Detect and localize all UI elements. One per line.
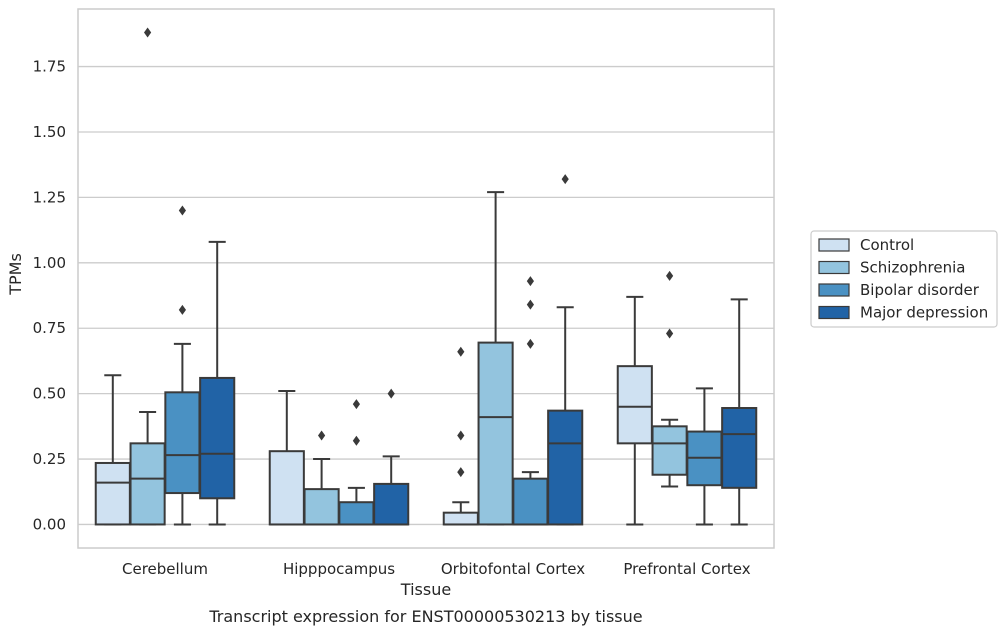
outlier-point [178,304,186,315]
y-axis-ticks: 0.00 0.25 0.50 0.75 1.00 1.25 1.50 1.75 [33,58,66,534]
chart-caption: Transcript expression for ENST0000053021… [208,607,642,626]
outlier-point [178,205,186,216]
x-tick-label: Hipppocampus [283,560,395,578]
outlier-point [457,346,465,357]
outlier-point [526,276,534,287]
box-body [338,501,375,526]
legend: Control Schizophrenia Bipolar disorder Majo… [810,230,998,328]
box-body [373,482,410,526]
outlier-point [457,467,465,478]
outlier-point [526,299,534,310]
y-tick-label: 1.75 [33,58,66,76]
box-body [442,511,479,526]
box-body [303,488,340,526]
box-body [616,365,653,445]
plot-border [77,8,775,549]
legend-frame [810,230,998,328]
x-tick-label: Prefrontal Cortex [623,560,750,578]
box-control [616,295,653,526]
box-body [268,450,305,526]
box-body [721,407,758,489]
box-control [94,374,131,526]
legend-label: Schizophrenia [860,259,965,277]
y-tick-label: 0.25 [33,450,66,468]
box-control [442,346,479,526]
box-body [94,461,131,526]
legend-swatch [818,238,850,252]
box-major-depression [373,388,410,526]
box-body [129,442,166,526]
outlier-point [387,388,395,399]
box-body [547,409,584,526]
box-bipolar-disorder [338,399,375,526]
box-series [94,27,758,526]
box-body [199,376,236,500]
box-bipolar-disorder [164,205,201,526]
x-axis-ticks: Cerebellum Hipppocampus Orbitofontal Corte… [122,560,751,578]
x-axis-label: Tissue [400,580,451,599]
outlier-point [144,27,152,38]
box-body [512,477,549,526]
outlier-point [352,435,360,446]
legend-label: Control [860,236,914,254]
legend-label: Bipolar disorder [860,281,980,299]
x-tick-label: Cerebellum [122,560,208,578]
y-tick-label: 1.50 [33,123,66,141]
box-schizophrenia [477,191,514,526]
plot-frame [77,8,775,549]
y-tick-label: 1.25 [33,188,66,206]
y-tick-label: 0.75 [33,319,66,337]
box-bipolar-disorder [512,276,549,526]
outlier-point [457,430,465,441]
outlier-point [561,174,569,185]
box-major-depression [721,298,758,526]
legend-label: Major depression [860,304,988,322]
legend-swatch [818,305,850,320]
x-tick-label: Orbitofontal Cortex [441,560,585,578]
y-tick-label: 0.00 [33,515,66,533]
box-body [477,341,514,526]
box-major-depression [199,240,236,526]
legend-swatch [818,283,850,297]
outlier-point [352,399,360,410]
box-schizophrenia [129,27,166,526]
box-schizophrenia [651,270,688,488]
outlier-point [526,338,534,349]
outlier-point [666,328,674,339]
box-body [651,425,688,476]
box-body [164,391,201,495]
box-schizophrenia [303,430,340,526]
box-control [268,390,305,526]
outlier-point [666,270,674,281]
y-axis-label: TPMs [6,253,25,296]
y-tick-label: 1.00 [33,254,66,272]
y-tick-label: 0.50 [33,385,66,403]
outlier-point [318,430,326,441]
legend-swatch [818,260,850,275]
box-major-depression [547,174,584,526]
box-bipolar-disorder [686,387,723,526]
